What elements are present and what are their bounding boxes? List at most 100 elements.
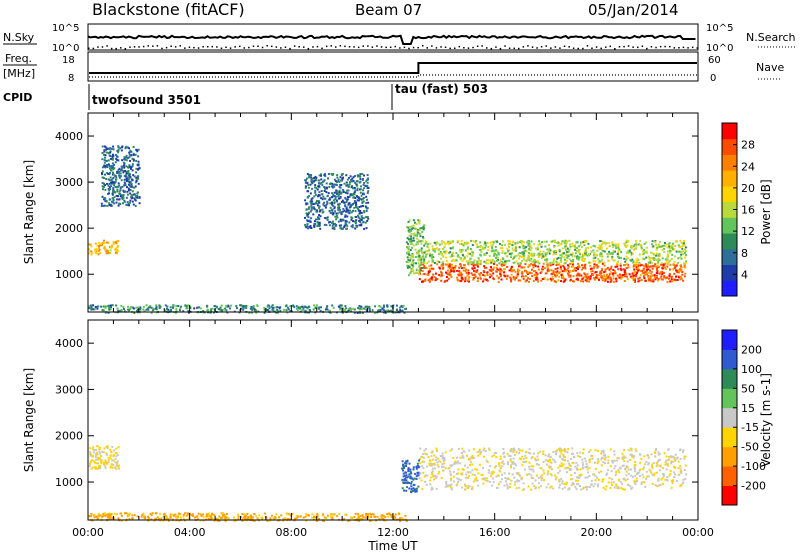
data-cell	[356, 180, 359, 182]
data-cell	[102, 198, 105, 201]
data-cell	[331, 203, 334, 206]
data-cell	[115, 242, 118, 245]
data-cell	[597, 460, 600, 463]
data-cell	[597, 265, 600, 268]
data-cell	[356, 517, 359, 520]
data-cell	[418, 462, 421, 465]
data-cell	[356, 187, 359, 190]
data-cell	[430, 462, 433, 465]
data-cell	[378, 518, 381, 521]
data-cell	[490, 250, 493, 253]
data-cell	[220, 310, 223, 313]
data-cell	[90, 512, 93, 515]
data-cell	[632, 475, 634, 478]
data-cell	[399, 309, 402, 312]
data-cell	[557, 241, 560, 244]
data-cell	[207, 512, 210, 515]
data-cell	[652, 253, 655, 256]
data-cell	[355, 215, 358, 218]
data-cell	[657, 279, 660, 282]
data-cell	[525, 451, 527, 454]
data-cell	[560, 259, 563, 262]
data-cell	[533, 263, 536, 266]
data-cell	[604, 243, 607, 246]
data-cell	[666, 262, 669, 265]
data-cell	[538, 482, 541, 485]
data-cell	[447, 277, 450, 280]
data-cell	[104, 173, 106, 176]
data-cell	[106, 453, 108, 456]
data-cell	[647, 275, 650, 278]
data-cell	[90, 467, 93, 470]
data-cell	[499, 458, 502, 460]
data-cell	[406, 256, 409, 259]
data-cell	[571, 253, 574, 256]
data-cell	[581, 458, 584, 461]
data-cell	[624, 467, 627, 470]
data-cell	[354, 197, 357, 199]
data-cell	[479, 276, 482, 279]
data-cell	[111, 517, 114, 520]
data-cell	[468, 449, 471, 452]
data-cell	[108, 307, 111, 310]
data-cell	[535, 486, 537, 489]
data-cell	[632, 279, 635, 282]
data-cell	[437, 472, 440, 475]
data-cell	[523, 266, 526, 269]
data-cell	[524, 249, 527, 252]
data-cell	[611, 478, 614, 481]
data-cell	[501, 247, 504, 250]
data-cell	[492, 471, 495, 474]
data-cell	[570, 468, 573, 471]
data-cell	[528, 280, 530, 283]
data-cell	[623, 264, 625, 267]
noise-search-dot	[362, 45, 364, 47]
data-cell	[465, 260, 468, 263]
data-cell	[423, 273, 426, 275]
data-cell	[363, 187, 366, 190]
data-cell	[476, 479, 479, 482]
beam-title: Beam 07	[355, 1, 422, 19]
data-cell	[610, 267, 612, 270]
data-cell	[604, 456, 607, 459]
data-cell	[466, 279, 469, 282]
data-cell	[440, 271, 443, 274]
data-cell	[510, 280, 513, 283]
data-cell	[639, 274, 642, 277]
data-cell	[129, 189, 132, 192]
data-cell	[526, 257, 529, 260]
data-cell	[441, 254, 444, 257]
data-cell	[407, 220, 410, 223]
data-cell	[102, 305, 105, 308]
data-cell	[531, 468, 534, 471]
data-cell	[341, 177, 344, 180]
data-cell	[481, 246, 484, 249]
data-cell	[258, 514, 261, 517]
data-cell	[532, 470, 535, 473]
data-cell	[631, 258, 634, 261]
noise-search-dot	[426, 47, 428, 49]
data-cell	[317, 185, 320, 188]
noise-search-dot	[605, 46, 607, 48]
data-cell	[131, 163, 134, 166]
data-cell	[492, 249, 495, 252]
data-cell	[136, 176, 139, 179]
data-cell	[510, 253, 513, 256]
data-cell	[682, 478, 685, 481]
data-cell	[477, 484, 480, 487]
data-cell	[435, 447, 438, 450]
data-cell	[332, 204, 335, 207]
data-cell	[482, 274, 485, 276]
data-cell	[103, 182, 105, 185]
data-cell	[639, 240, 642, 243]
data-cell	[305, 514, 308, 517]
data-cell	[650, 252, 653, 255]
data-cell	[418, 459, 421, 462]
data-cell	[447, 269, 449, 272]
data-cell	[401, 467, 403, 470]
data-cell	[583, 244, 586, 247]
data-cell	[554, 270, 557, 273]
noise-search-dot	[289, 47, 291, 50]
data-cell	[656, 272, 659, 275]
data-cell	[466, 255, 469, 258]
